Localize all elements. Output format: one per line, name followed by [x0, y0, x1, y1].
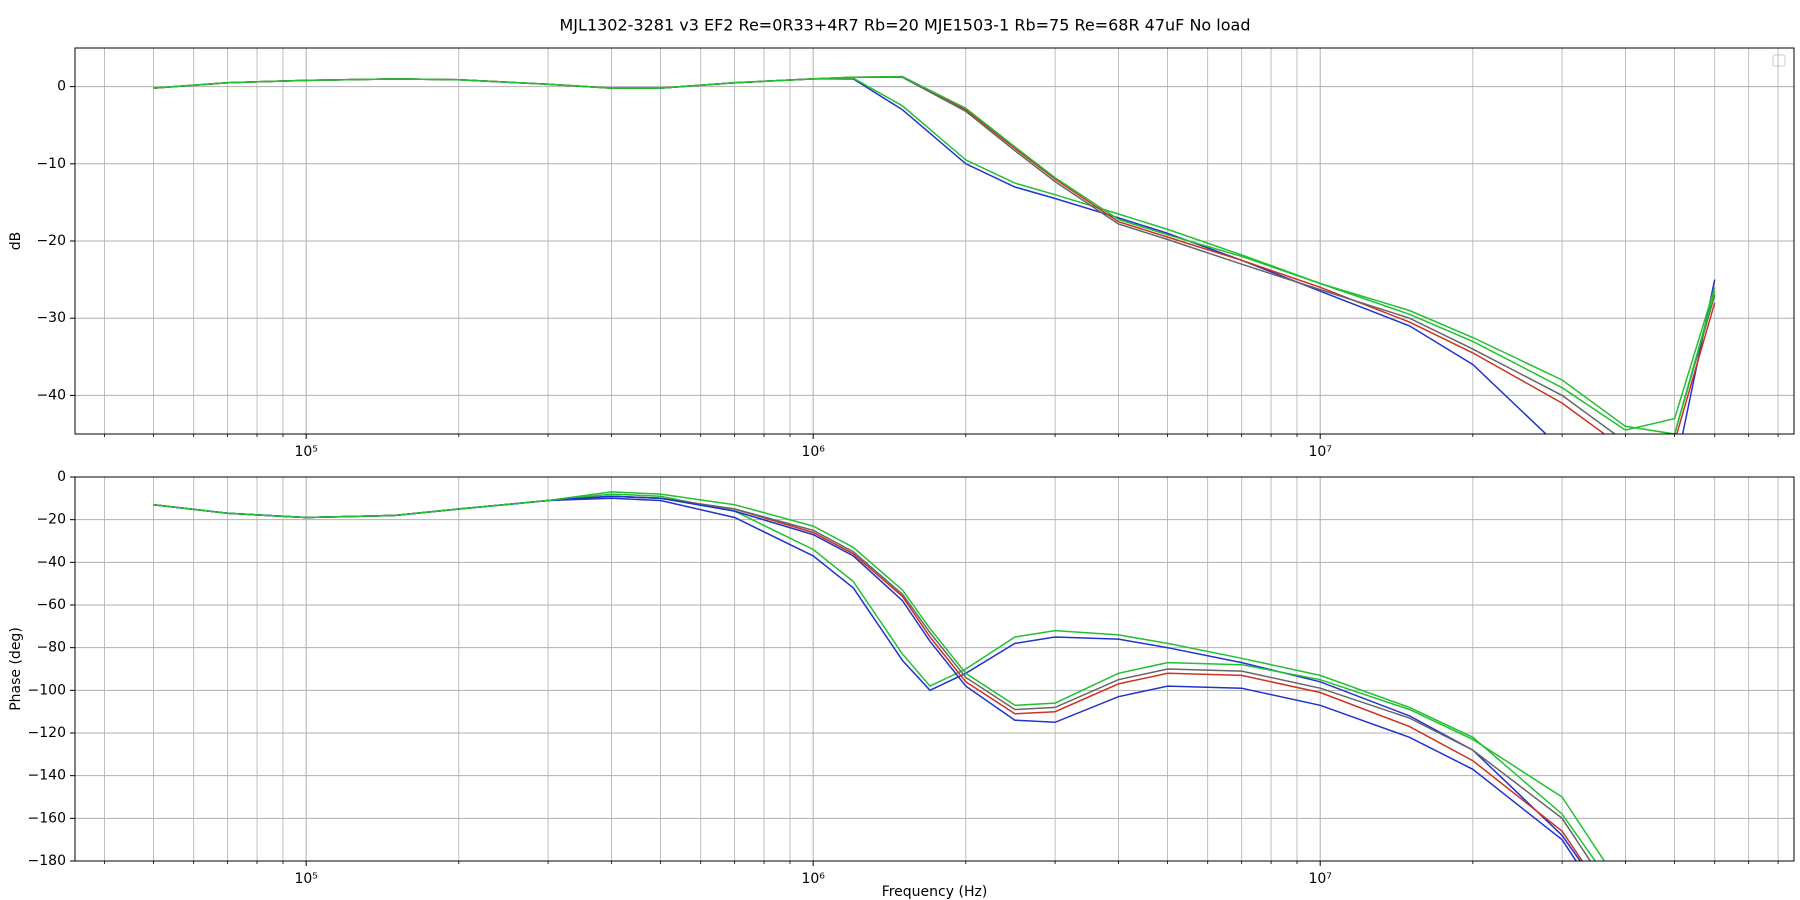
- x-tick-label: 10⁶: [801, 871, 825, 887]
- x-tick-label: 10⁷: [1308, 444, 1331, 460]
- y-axis-label: dB: [8, 232, 24, 251]
- y-tick-label: −160: [28, 810, 66, 826]
- x-tick-label: 10⁵: [294, 871, 317, 887]
- series-line: [153, 77, 1716, 431]
- series-line: [153, 497, 1582, 861]
- series-line: [153, 495, 1584, 861]
- series-line: [153, 493, 1597, 861]
- x-tick-label: 10⁶: [801, 444, 825, 460]
- series-line: [153, 78, 1716, 434]
- y-tick-label: −20: [36, 512, 66, 528]
- x-axis-label: Frequency (Hz): [882, 884, 988, 900]
- y-tick-label: −120: [28, 725, 66, 741]
- chart-title: MJL1302-3281 v3 EF2 Re=0R33+4R7 Rb=20 MJ…: [560, 16, 1251, 35]
- y-tick-label: −10: [36, 156, 66, 172]
- series-group: [153, 491, 1606, 861]
- x-tick-label: 10⁷: [1308, 871, 1331, 887]
- plot-frame: [74, 47, 1795, 435]
- x-tick-label: 10⁵: [294, 444, 317, 460]
- y-axis-label: Phase (deg): [8, 627, 24, 711]
- plot-frame: [74, 476, 1795, 862]
- y-tick-label: −100: [28, 682, 66, 698]
- y-tick-label: −40: [36, 387, 66, 403]
- series-line: [153, 495, 1592, 861]
- series-group: [153, 75, 1716, 434]
- y-tick-label: −180: [28, 853, 66, 869]
- series-line: [153, 495, 1578, 861]
- series-line: [153, 75, 1716, 434]
- series-line: [153, 491, 1606, 861]
- y-tick-label: −60: [36, 597, 66, 613]
- y-tick-label: 0: [57, 79, 66, 95]
- y-tick-label: 0: [57, 469, 66, 485]
- y-tick-label: −140: [28, 768, 66, 784]
- y-tick-label: −40: [36, 554, 66, 570]
- legend: [1772, 54, 1786, 67]
- y-tick-label: −20: [36, 233, 66, 249]
- y-tick-label: −30: [36, 310, 66, 326]
- y-tick-label: −80: [36, 640, 66, 656]
